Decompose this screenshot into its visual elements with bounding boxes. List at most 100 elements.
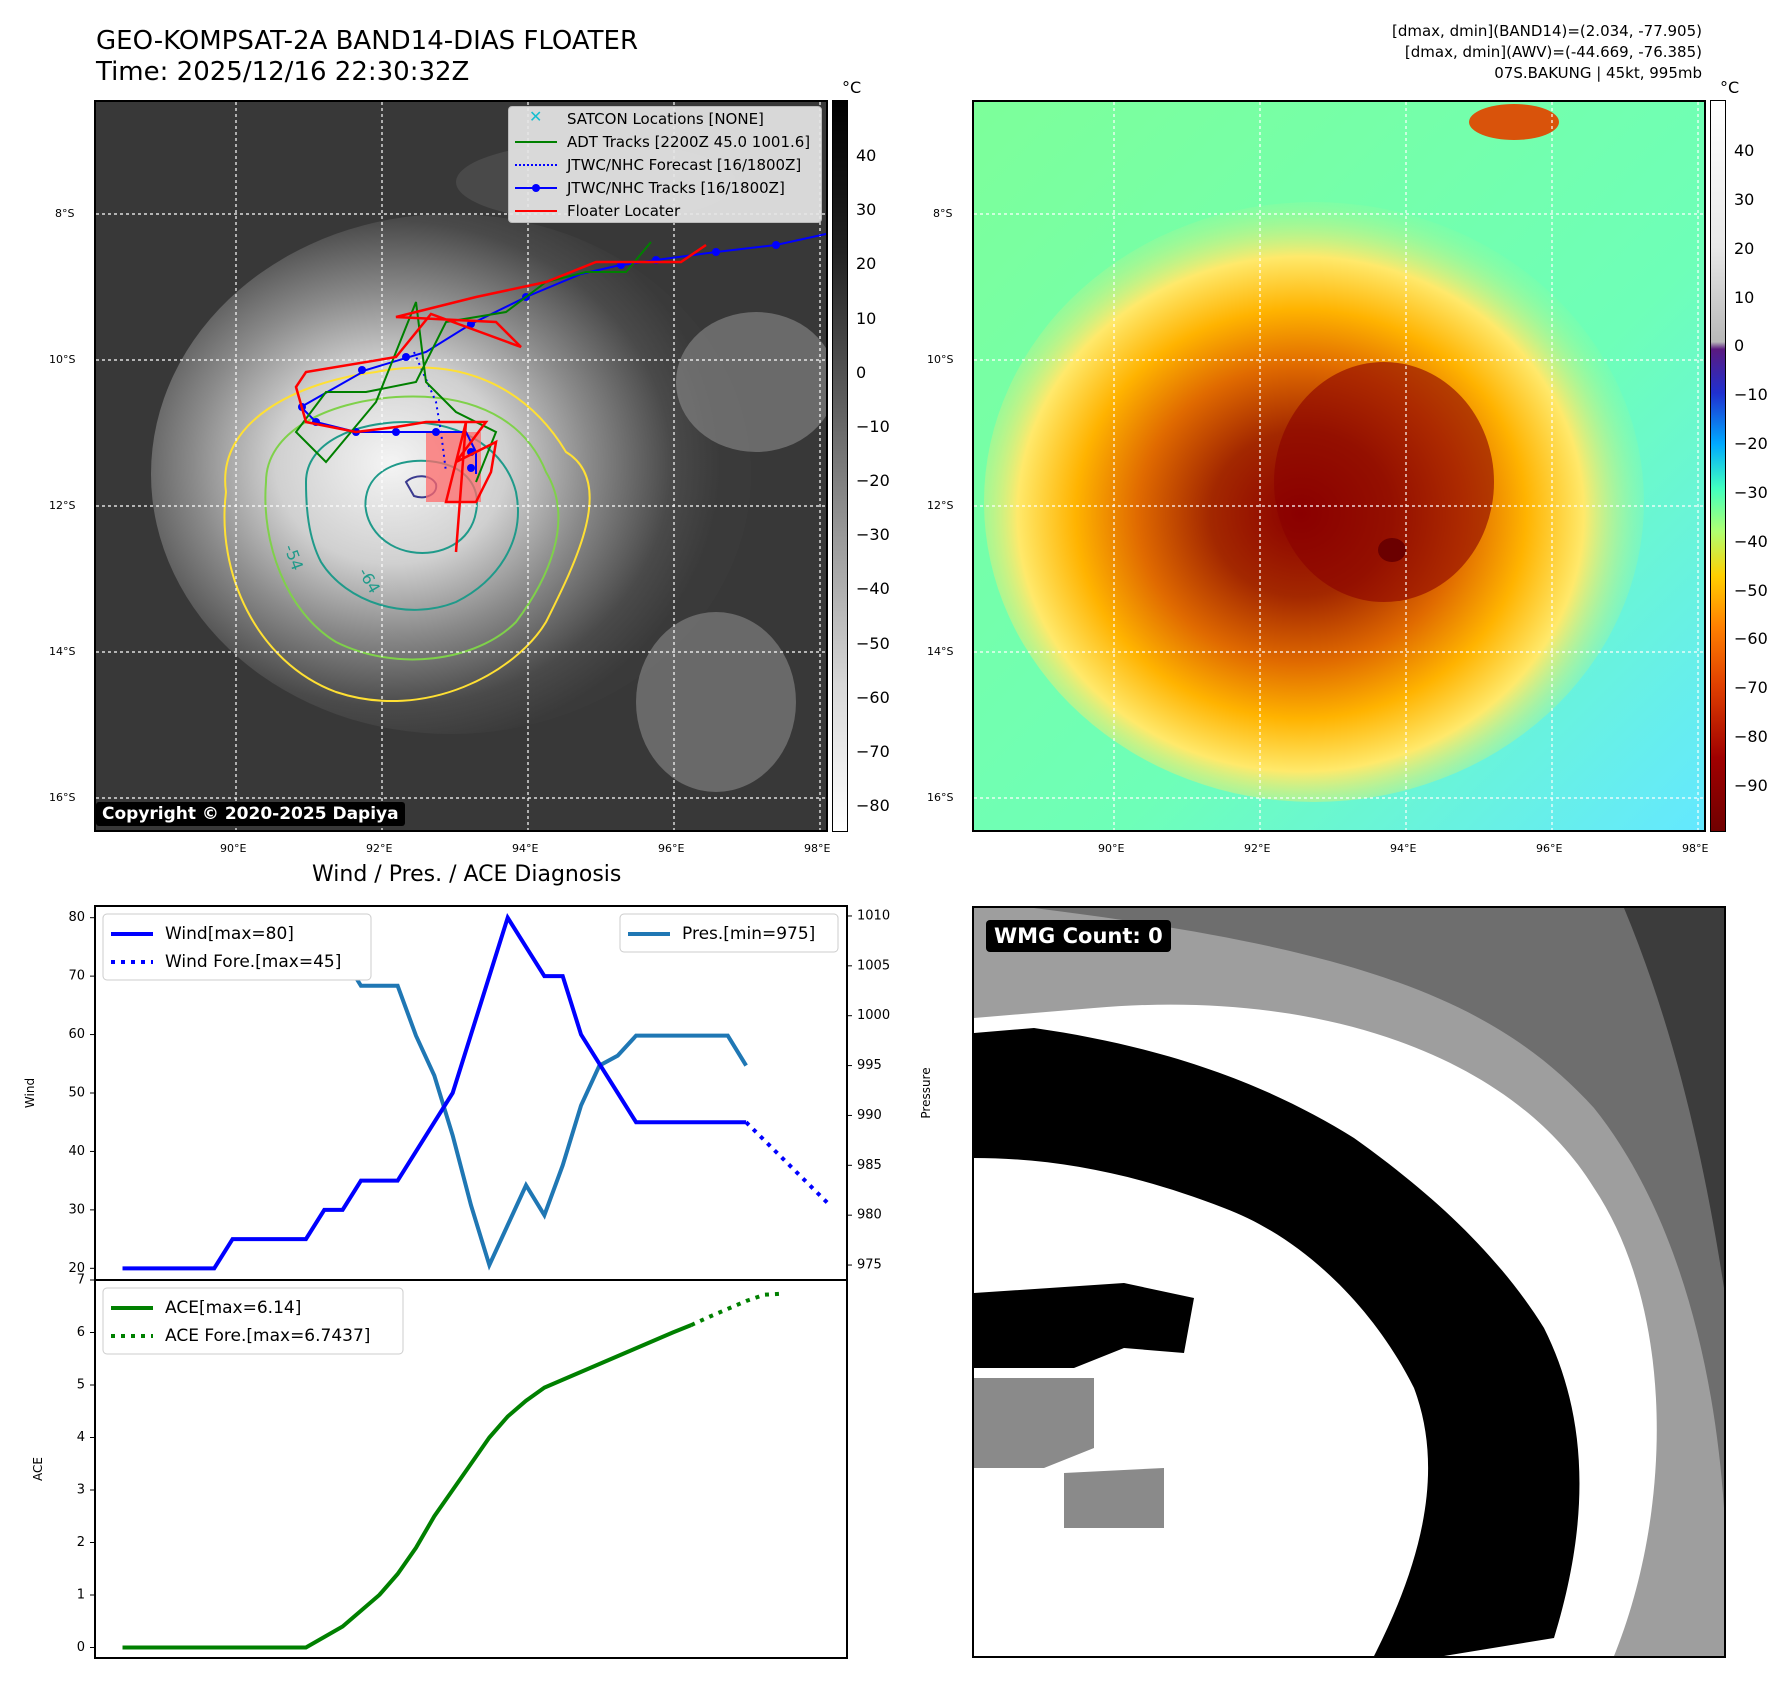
lat-label: 16°S [49,791,76,804]
legend-item-jtwc-forecast: JTWC/NHC Forecast [16/1800Z] [509,153,821,176]
legend-item-floater: Floater Locater [509,199,821,222]
pressure-tick-label: 1000 [857,1008,890,1023]
ace-tick-label: 4 [77,1430,85,1445]
legend-item-satcon: ✕ SATCON Locations [NONE] [529,106,764,128]
lat-label: 14°S [927,645,954,658]
contour-teal-inner [364,459,478,554]
diagnosis-title: Wind / Pres. / ACE Diagnosis [312,862,622,887]
lon-label: 98°E [804,842,831,855]
wmg-image [974,908,1724,1656]
lon-label: 96°E [1536,842,1563,855]
wmg-ring-mid [1034,908,1724,1508]
cloud-fragment [1469,104,1559,140]
ir-color-image [974,102,1704,830]
lon-label: 94°E [512,842,539,855]
lat-label: 12°S [49,499,76,512]
pressure-legend: Pres.[min=975] [619,913,839,953]
wind-legend-label: Wind Fore.[max=45] [165,952,341,972]
colorbar-tick-label: 30 [1734,189,1755,209]
wind-line [122,912,747,1271]
lat-label: 12°S [927,499,954,512]
wmg-ring-dark [1624,908,1724,1288]
pressure-tick-label: 985 [857,1158,882,1173]
ace-legend-label: ACE[max=6.14] [165,1298,301,1318]
lat-label: 14°S [49,645,76,658]
colorbar-tick-label: 40 [1734,141,1755,160]
ace-legend: ACE[max=6.14] ACE Fore.[max=6.7437] [102,1287,404,1355]
ace-legend-box [102,1287,404,1355]
wind-tick-label: 70 [68,969,85,984]
pressure-tick-label: 980 [857,1208,882,1223]
info-band14: [dmax, dmin](BAND14)=(2.034, -77.905) [1391,22,1702,40]
colorbar-tick-label: −10 [1734,385,1768,405]
pressure-tick-label: 1005 [857,958,890,973]
pressure-tick-label: 990 [857,1108,882,1123]
map-legend: ✕ SATCON Locations [NONE] ADT Tracks [22… [508,106,822,223]
pressure-legend-label: Pres.[min=975] [682,924,815,944]
colorbar-tick-label: 10 [1734,287,1755,307]
colorbar-tick-label: 0 [1734,336,1745,356]
ace-legend-label: ACE Fore.[max=6.7437] [165,1326,370,1346]
lon-label: 98°E [1682,842,1709,855]
colorbar-tick-label: −40 [856,579,890,599]
colorbar-gray [832,100,848,832]
wind-tick-label: 30 [68,1202,85,1217]
pressure-legend-box [619,913,839,953]
lat-label: 10°S [49,353,76,366]
lon-label: 92°E [1244,842,1271,855]
wmg-eyewall [974,1028,1580,1656]
lon-label: 90°E [1098,842,1125,855]
lon-label: 96°E [658,842,685,855]
colorbar-tick-label: −10 [856,416,890,436]
colorbar-tick-label: 20 [1734,238,1755,258]
cross-icon: ✕ [529,106,543,126]
colorbar-tick-label: −50 [856,633,890,653]
lon-label: 94°E [1390,842,1417,855]
lon-label: 92°E [366,842,393,855]
legend-item-adt: ADT Tracks [2200Z 45.0 1001.6] [509,130,821,153]
colorbar-tick-label: −80 [856,796,890,815]
wind-tick-label: 50 [68,1086,85,1101]
wind-tick-label: 40 [68,1144,85,1159]
figure-title-line1: GEO-KOMPSAT-2A BAND14-DIAS FLOATER [96,26,639,56]
colorbar-tick-label: −30 [856,525,890,545]
ir-grayscale-image: -54 -64 [96,102,826,830]
wind-axis-label: Wind [23,1078,37,1108]
floater-locater-track [294,243,707,553]
colorbar-color [1710,100,1726,832]
info-storm: 07S.BAKUNG | 45kt, 995mb [1494,64,1702,82]
ace-line [122,1323,692,1650]
pressure-tick-label: 995 [857,1058,882,1073]
ace-tick-label: 1 [77,1588,85,1603]
contour-green [264,395,560,661]
ace-tick-label: 6 [77,1325,85,1340]
legend-item-jtwc-tracks: JTWC/NHC Tracks [16/1800Z] [509,176,821,199]
colorbar-gray-unit: °C [842,78,862,97]
ace-axis-label: ACE [31,1457,45,1481]
ace-tick-label: 7 [77,1273,85,1288]
pressure-tick-label: 975 [857,1258,882,1273]
ir-grayscale-map: -54 -64 Copyright © 2020-2025 Dapiya [94,100,828,832]
info-awv: [dmax, dmin](AWV)=(-44.669, -76.385) [1404,43,1702,61]
colorbar-tick-label: −20 [1734,434,1768,454]
wmg-panel: WMG Count: 0 [972,906,1726,1658]
wmg-count-badge: WMG Count: 0 [986,920,1171,952]
colorbar-tick-label: −20 [856,471,890,490]
lat-label: 16°S [927,791,954,804]
diagnosis-chart: 8070605040302010101005100099599098598097… [23,905,933,1659]
ace-panel-frame [94,1279,848,1659]
figure-title-line2: Time: 2025/12/16 22:30:32Z [96,57,470,87]
lat-label: 8°S [55,207,75,220]
ace-tick-label: 0 [77,1640,85,1655]
colorbar-tick-label: −60 [1734,629,1768,649]
colorbar-tick-label: 20 [856,254,877,274]
colorbar-tick-label: −50 [1734,580,1768,600]
colorbar-tick-label: 30 [856,200,877,220]
contour-teal [304,420,519,611]
colorbar-tick-label: −70 [1734,678,1768,698]
pressure-line [122,933,748,1271]
wind-tick-label: 80 [68,910,85,925]
colorbar-tick-label: −70 [856,741,890,761]
ace-forecast-line [690,1291,783,1327]
wind-legend: Wind[max=80] Wind Fore.[max=45] [102,913,372,981]
